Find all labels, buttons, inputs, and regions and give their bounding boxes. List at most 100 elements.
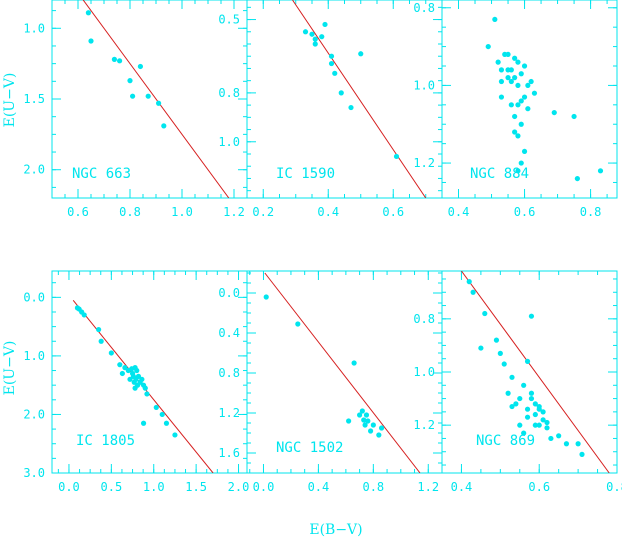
- y-tick-label: 1.2: [413, 418, 435, 432]
- data-point: [521, 148, 528, 155]
- data-point: [513, 401, 519, 407]
- x-tick-label: 0.8: [580, 205, 602, 219]
- x-tick-label: 0.6: [67, 205, 89, 219]
- data-point: [508, 78, 514, 85]
- y-tick-label: 0.0: [23, 290, 45, 304]
- data-point: [361, 417, 367, 423]
- data-point: [544, 425, 550, 431]
- y-tick-label: 1.6: [218, 446, 240, 460]
- data-point: [359, 408, 365, 414]
- data-point: [556, 433, 562, 439]
- fit-line: [292, 0, 427, 198]
- data-point: [536, 422, 542, 428]
- data-point: [309, 31, 315, 37]
- fit-line: [82, 0, 230, 198]
- x-axis-label: E(B−V): [309, 522, 362, 538]
- data-point: [517, 395, 523, 402]
- data-point: [532, 422, 538, 428]
- x-tick-label: 0.0: [58, 480, 80, 494]
- data-point: [295, 321, 301, 327]
- y-tick-label: 1.0: [413, 365, 435, 379]
- panel-title: NGC 884: [470, 166, 529, 182]
- data-point: [528, 395, 535, 402]
- x-tick-label: 1.0: [143, 480, 165, 494]
- data-point: [319, 34, 325, 40]
- data-point: [525, 106, 531, 112]
- data-point: [163, 420, 170, 426]
- data-point: [509, 403, 515, 410]
- data-point: [548, 435, 554, 442]
- data-point: [111, 56, 117, 63]
- y-tick-label: 1.0: [218, 135, 240, 149]
- data-point: [540, 409, 546, 415]
- data-point: [351, 360, 357, 366]
- data-point: [365, 418, 371, 424]
- data-point: [498, 78, 505, 85]
- data-point: [119, 370, 125, 377]
- y-tick-label: 1.2: [413, 156, 435, 170]
- data-point: [81, 312, 87, 318]
- data-point: [139, 376, 145, 382]
- panel-title: IC 1805: [76, 433, 135, 449]
- x-tick-label: 1.5: [185, 480, 207, 494]
- x-tick-label: 0.6: [382, 205, 404, 219]
- data-point: [127, 376, 133, 382]
- panel-2: 0.2 0.4 0.6 0.5 0.8 1.0 IC 1590: [218, 0, 443, 219]
- data-point: [563, 441, 570, 447]
- data-point: [370, 422, 376, 428]
- y-tick-label: 1.0: [23, 21, 45, 35]
- data-point: [172, 432, 178, 438]
- x-tick-label: 0.6: [514, 205, 536, 219]
- data-point: [528, 78, 534, 85]
- x-tick-label: 0.8: [362, 480, 384, 494]
- data-point: [517, 422, 523, 428]
- x-tick-label: 0.8: [606, 480, 622, 494]
- data-point: [376, 432, 382, 438]
- x-tick-label: 1.2: [223, 205, 245, 219]
- data-point: [509, 374, 515, 380]
- fit-line: [461, 271, 610, 473]
- data-point: [117, 362, 123, 368]
- x-tick-label: 0.0: [253, 480, 275, 494]
- x-tick-label: 1.2: [417, 480, 439, 494]
- data-point: [536, 403, 542, 410]
- panel-title: NGC 1502: [276, 440, 343, 456]
- data-point: [525, 82, 531, 89]
- data-point: [521, 382, 527, 388]
- data-point: [156, 100, 162, 106]
- panel-1: 0.6 0.8 1.0 1.2 1.0 1.5 2.0 NGC 663: [23, 0, 248, 219]
- data-point: [512, 55, 518, 61]
- data-point: [108, 350, 114, 356]
- panel-title: NGC 663: [72, 166, 131, 182]
- data-point: [528, 390, 535, 396]
- data-point: [137, 63, 143, 70]
- y-axis-label-top: E(U−V): [2, 73, 18, 128]
- x-tick-label: 1.0: [171, 205, 193, 219]
- data-point: [485, 43, 491, 50]
- data-point: [322, 21, 328, 28]
- x-tick-label: 0.5: [101, 480, 123, 494]
- data-point: [518, 71, 524, 77]
- data-point: [524, 414, 531, 420]
- data-point: [512, 113, 518, 120]
- data-point: [508, 67, 514, 73]
- y-tick-label: 0.8: [413, 1, 435, 15]
- data-point: [312, 41, 318, 47]
- y-axis-label-bottom: E(U−V): [2, 341, 18, 396]
- data-point: [140, 420, 147, 426]
- y-tick-label: 0.0: [218, 286, 240, 300]
- data-point: [263, 294, 269, 300]
- data-point: [512, 129, 518, 135]
- data-point: [498, 67, 505, 73]
- data-point: [497, 350, 503, 356]
- y-tick-label: 0.8: [218, 366, 240, 380]
- data-point: [524, 358, 531, 364]
- data-point: [362, 422, 368, 428]
- data-point: [528, 313, 535, 319]
- data-point: [127, 78, 133, 84]
- data-point: [515, 59, 521, 65]
- data-point: [521, 63, 528, 69]
- data-point: [378, 425, 385, 431]
- data-point: [524, 406, 531, 412]
- data-point: [505, 51, 511, 57]
